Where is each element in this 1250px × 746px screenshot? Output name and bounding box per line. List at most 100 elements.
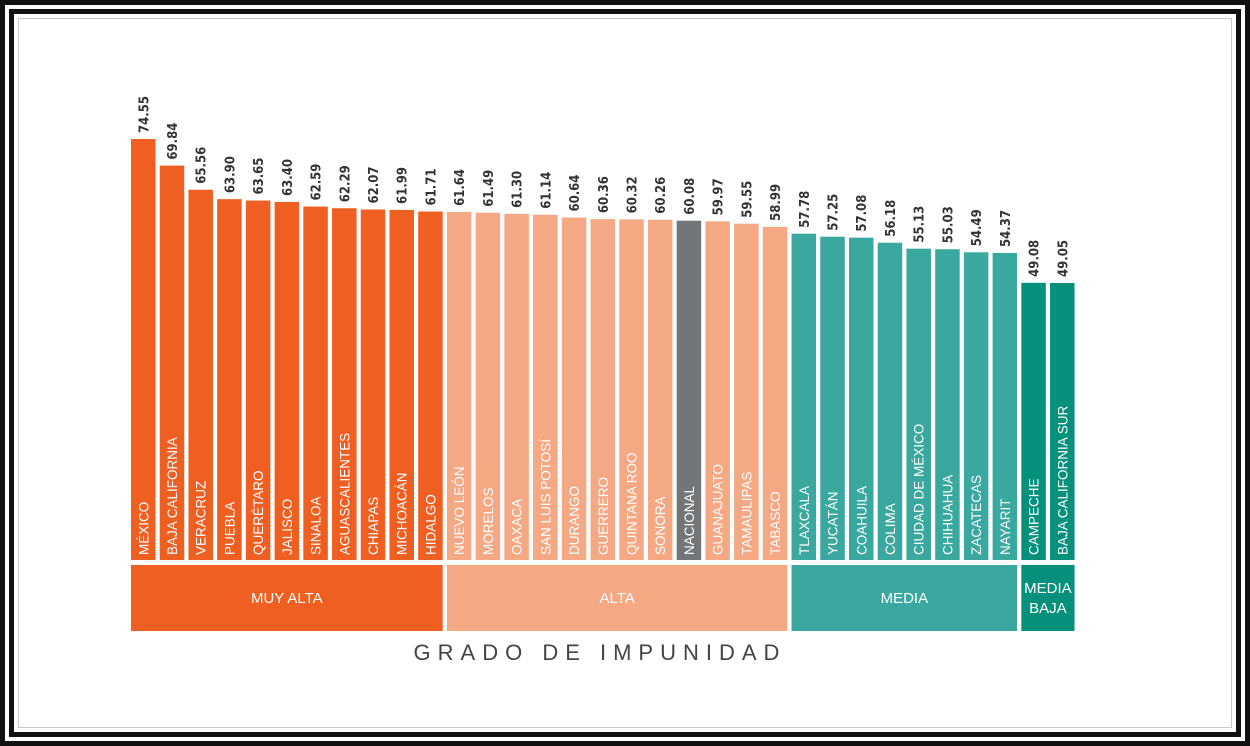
category-label-colima: COLIMA (883, 503, 898, 555)
category-label-michoacan: MICHOACÁN (395, 472, 410, 555)
bar-tlaxcala (791, 233, 817, 560)
bar-michoacan (389, 209, 414, 560)
category-label-mexico: MÉXICO (136, 502, 151, 555)
bar-sinaloa (303, 206, 328, 561)
bar-veracruz (188, 189, 213, 560)
group-label-muy-alta: MUY ALTA (251, 590, 323, 607)
bar-puebla (217, 199, 242, 560)
value-label-zacatecas: 54.49 (970, 209, 985, 246)
bar-sonora (647, 219, 673, 560)
category-label-yucatan: YUCATÁN (826, 491, 841, 555)
x-axis-title: GRADO DE IMPUNIDAD (414, 640, 787, 665)
category-label-chiapas: CHIAPAS (366, 497, 381, 555)
value-label-campeche: 49.08 (1028, 240, 1043, 277)
value-label-yucatan: 57.25 (827, 194, 842, 231)
bar-campeche (1021, 282, 1046, 560)
value-label-tamaulipas: 59.55 (740, 181, 755, 218)
value-label-chihuahua: 55.03 (941, 206, 956, 243)
value-label-quintana-roo: 60.32 (625, 176, 640, 213)
category-label-ciudad-de-mexico: CIUDAD DE MÉXICO (912, 424, 927, 555)
bar-baja-california-sur (1050, 283, 1075, 560)
value-label-michoacan: 61.99 (396, 167, 411, 204)
category-label-baja-california-sur: BAJA CALIFORNIA SUR (1055, 405, 1070, 555)
category-label-guerrero: GUERRERO (596, 477, 611, 555)
value-label-tabasco: 58.99 (769, 184, 784, 221)
value-label-baja-california-sur: 49.05 (1056, 240, 1071, 277)
category-label-nuevo-leon: NUEVO LEÓN (452, 466, 467, 555)
value-label-guerrero: 60.36 (597, 176, 612, 213)
category-label-morelos: MORELOS (481, 487, 496, 555)
group-band-alta (446, 565, 788, 631)
category-label-san-luis-potosi: SAN LUIS POTOSÍ (538, 439, 553, 555)
value-label-queretaro: 63.65 (252, 158, 267, 195)
category-label-veracruz: VERACRUZ (194, 481, 209, 555)
category-label-nacional: NACIONAL (682, 485, 697, 555)
group-band-muy-alta (131, 565, 443, 631)
group-bands-layer: MUY ALTA ALTA MEDIA MEDIA BAJA (131, 565, 1075, 631)
bar-jalisco (274, 201, 300, 560)
bar-baja-california (159, 165, 185, 560)
category-label-guanajuato: GUANAJUATO (711, 464, 726, 555)
category-label-sinaloa: SINALOA (309, 496, 324, 555)
category-label-queretaro: QUERÉTARO (251, 470, 266, 555)
group-label-media: MEDIA (881, 590, 929, 607)
category-label-baja-california: BAJA CALIFORNIA (165, 437, 180, 555)
value-label-aguascalientes: 62.29 (338, 165, 353, 202)
value-label-chiapas: 62.07 (367, 166, 382, 203)
bar-chihuahua (935, 249, 960, 561)
category-label-puebla: PUEBLA (222, 502, 237, 555)
bars-layer: MÉXICO 74.55 BAJA CALIFORNIA 69.84 VERACRUZ 6… (131, 96, 1075, 561)
value-label-nacional: 60.08 (683, 178, 698, 215)
value-label-nuevo-leon: 61.64 (453, 169, 468, 206)
value-label-colima: 56.18 (884, 200, 899, 237)
category-label-hidalgo: HIDALGO (423, 494, 438, 555)
bar-nuevo-leon (446, 211, 472, 560)
category-label-campeche: CAMPECHE (1027, 478, 1042, 555)
bar-queretaro (245, 200, 271, 561)
group-band-media (791, 565, 1018, 631)
group-label-media-baja: MEDIA BAJA (1024, 580, 1072, 617)
category-label-coahuila: COAHUILA (854, 486, 869, 555)
value-label-durango: 60.64 (568, 175, 583, 212)
bar-ciudad-de-mexico (906, 248, 931, 561)
bar-durango (561, 217, 587, 561)
bar-guanajuato (705, 221, 730, 560)
category-label-chihuahua: CHIHUAHUA (940, 475, 955, 555)
value-label-nayarit: 54.37 (999, 210, 1014, 247)
bar-guerrero (590, 219, 616, 560)
value-label-oaxaca: 61.30 (511, 171, 526, 208)
value-label-morelos: 61.49 (482, 170, 497, 207)
bar-hidalgo (418, 211, 443, 560)
value-label-coahuila: 57.08 (855, 195, 870, 232)
bar-morelos (475, 212, 501, 560)
category-label-tabasco: TABASCO (768, 491, 783, 555)
category-label-durango: DURANGO (567, 486, 582, 555)
bar-nacional (676, 220, 702, 560)
value-label-san-luis-potosi: 61.14 (539, 172, 554, 209)
value-label-mexico: 74.55 (137, 96, 152, 133)
value-label-sonora: 60.26 (654, 177, 669, 214)
bar-tabasco (762, 226, 788, 560)
value-label-ciudad-de-mexico: 55.13 (913, 206, 928, 243)
bar-colima (877, 242, 903, 561)
bar-quintana-roo (619, 219, 644, 561)
group-label-alta: ALTA (599, 590, 634, 607)
bar-oaxaca (504, 213, 529, 560)
value-label-puebla: 63.90 (223, 156, 238, 193)
value-label-jalisco: 63.40 (281, 159, 296, 196)
value-label-guanajuato: 59.97 (712, 178, 727, 215)
category-label-quintana-roo: QUINTANA ROO (624, 452, 639, 555)
bar-coahuila (849, 237, 874, 560)
value-label-hidalgo: 61.71 (424, 169, 439, 206)
bar-zacatecas (963, 252, 989, 560)
bar-nayarit (992, 252, 1018, 560)
value-label-veracruz: 65.56 (195, 147, 210, 184)
category-label-jalisco: JALISCO (280, 499, 295, 555)
bar-aguascalientes (332, 208, 357, 561)
category-label-tamaulipas: TAMAULIPAS (739, 471, 754, 555)
category-label-oaxaca: OAXACA (510, 499, 525, 555)
bar-chiapas (360, 209, 386, 561)
bar-tamaulipas (734, 223, 759, 560)
bar-yucatan (820, 236, 845, 560)
